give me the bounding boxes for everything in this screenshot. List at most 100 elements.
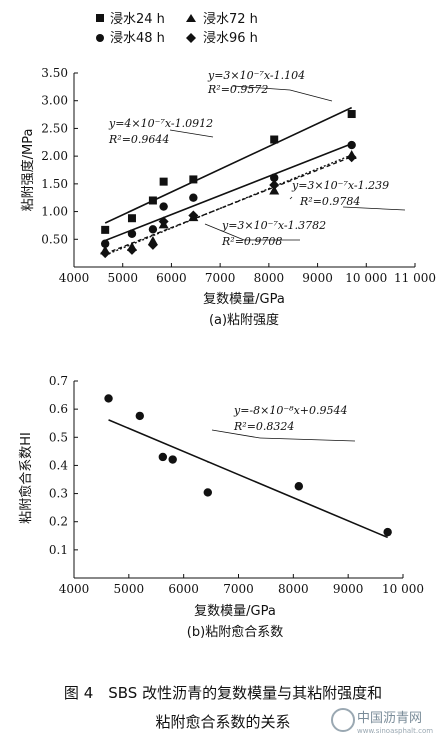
chart-b-y-tick-label: 0.7 xyxy=(49,374,68,388)
chart-b-point xyxy=(104,394,113,403)
chart-a-eq-48h: y=3×10⁻⁷x-1.104 xyxy=(207,69,305,82)
chart-a-point-circle xyxy=(270,173,279,182)
legend-label-96h: 浸水96 h xyxy=(203,31,258,46)
chart-a-y-label: 粘附强度/MPa xyxy=(20,129,36,212)
chart-a-eq-96h: y=3×10⁻⁷x-1.239 xyxy=(291,179,389,192)
chart-a-leader xyxy=(169,129,214,138)
chart-a-x-tick-label: 6000 xyxy=(156,271,187,285)
chart-a-point-diamond xyxy=(269,179,280,190)
chart-a-eq-24h: y=4×10⁻⁷x-1.0912 xyxy=(108,117,213,130)
chart-a-point-diamond xyxy=(126,244,137,255)
chart-a-leader xyxy=(289,196,293,200)
watermark-logo-icon xyxy=(331,708,355,732)
chart-a-x-tick-label: 5000 xyxy=(107,271,138,285)
figure-caption-line2: 粘附愈合系数的关系 xyxy=(155,713,290,731)
chart-a-x-tick-label: 9000 xyxy=(302,271,333,285)
chart-b-leader xyxy=(211,429,261,439)
legend-diamond-marker xyxy=(186,33,196,43)
chart-a-point-square xyxy=(270,135,279,144)
chart-a-fit-line xyxy=(104,156,352,255)
watermark: 中国沥青网 www.sinoasphalt.com xyxy=(331,708,433,735)
chart-a-legend: 浸水24 h 浸水72 h 浸水48 h 浸水96 h xyxy=(96,12,258,46)
chart-a-point-triangle xyxy=(269,185,280,195)
chart-b-leader xyxy=(206,461,213,464)
chart-a-x-tick-label: 7000 xyxy=(205,271,236,285)
chart-b-y-label: 粘附愈合系数HI xyxy=(19,432,34,524)
chart-a-fit-line xyxy=(104,154,352,256)
chart-b-x-label: 复数模量/GPa xyxy=(194,604,276,619)
chart-b-point xyxy=(383,527,392,537)
chart-b-y-tick-label: 0.6 xyxy=(49,402,68,416)
chart-a-y-tick-label: 0.50 xyxy=(41,232,68,246)
chart-a-point-diamond xyxy=(188,210,199,221)
chart-b-y-tick-label: 0.2 xyxy=(49,515,68,529)
chart-b-r2: R²=0.8324 xyxy=(233,420,294,433)
chart-a-point-square xyxy=(148,196,157,205)
chart-b-y-tick-label: 0.3 xyxy=(49,487,68,501)
chart-a-leader xyxy=(204,223,245,241)
chart-b-x-tick-label: 5000 xyxy=(114,582,145,596)
chart-a-r2-48h: R²=0.9572 xyxy=(207,83,268,96)
chart-b-y-tick-label: 0.5 xyxy=(49,430,68,444)
chart-b-fit-line xyxy=(108,419,388,539)
chart-b-y-tick-label: 0.4 xyxy=(49,458,68,472)
legend-circle-marker xyxy=(96,34,104,42)
chart-a-leader xyxy=(342,206,406,211)
chart-a-y-tick-label: 3.00 xyxy=(41,94,68,108)
chart-b-point xyxy=(168,455,177,464)
chart-a-point-circle xyxy=(347,140,356,150)
chart-a-point-circle xyxy=(100,239,110,248)
chart-a-fit-line xyxy=(104,106,353,224)
chart-a-point-diamond xyxy=(346,152,357,163)
chart-b-point xyxy=(203,488,212,497)
chart-a-point-circle xyxy=(159,202,168,211)
chart-a-point-circle xyxy=(127,229,137,238)
chart-a-r2-24h: R²=0.9644 xyxy=(108,133,169,146)
chart-a-x-tick-label: 11 000 xyxy=(394,271,436,285)
chart-a-point-square xyxy=(101,225,110,234)
chart-a-fit-line xyxy=(104,143,352,242)
chart-b-point xyxy=(135,411,144,421)
chart-b-leader xyxy=(259,437,356,442)
chart-a-leader xyxy=(232,85,291,91)
chart-b-point xyxy=(158,452,168,462)
chart-b-eq: y=-8×10⁻⁸x+0.9544 xyxy=(233,404,348,417)
chart-b-x-tick-label: 4000 xyxy=(59,582,90,596)
legend-label-48h: 浸水48 h xyxy=(110,31,165,46)
chart-b-x-tick-label: 9000 xyxy=(333,582,364,596)
chart-a-point-square xyxy=(127,214,136,223)
watermark-text: 中国沥青网 xyxy=(357,711,422,726)
chart-a-point-diamond xyxy=(158,216,169,227)
chart-a-point-square xyxy=(159,177,168,186)
chart-b-x-tick-label: 10 000 xyxy=(382,582,424,596)
chart-a-r2-72h: R²=0.9708 xyxy=(221,235,282,248)
chart-b-x-tick-label: 7000 xyxy=(223,582,254,596)
chart-a-r2-96h: R²=0.9784 xyxy=(299,195,360,208)
chart-a-y-tick-label: 1.50 xyxy=(41,177,68,191)
legend-label-24h: 浸水24 h xyxy=(110,12,165,27)
chart-a-subtitle: (a)粘附强度 xyxy=(209,312,279,328)
figure-caption-line1: 图 4 SBS 改性沥青的复数模量与其粘附强度和 xyxy=(64,684,382,702)
chart-a-point-circle xyxy=(148,225,158,234)
chart-a-point-square xyxy=(347,110,356,119)
chart-a-x-tick-label: 10 000 xyxy=(345,271,387,285)
watermark-url: www.sinoasphalt.com xyxy=(357,727,433,735)
chart-a-x-tick-label: 4000 xyxy=(59,271,90,285)
chart-a-leader xyxy=(289,89,333,102)
chart-a: 4000 5000 6000 7000 8000 9000 10 000 11 000 0.50… xyxy=(20,12,436,328)
chart-b-y-tick-label: 0.1 xyxy=(49,543,68,557)
chart-b-subtitle: (b)粘附愈合系数 xyxy=(187,625,283,640)
legend-triangle-marker xyxy=(186,14,196,22)
chart-a-eq-72h: y=3×10⁻⁷x-1.3782 xyxy=(221,219,326,232)
chart-b: 4000 5000 6000 7000 8000 9000 10 000 0.1 0.2 0.3 0… xyxy=(19,374,424,640)
chart-a-point-diamond xyxy=(147,239,158,250)
chart-b-x-tick-label: 8000 xyxy=(278,582,309,596)
chart-a-point-square xyxy=(189,175,198,184)
chart-b-point xyxy=(294,482,304,491)
legend-label-72h: 浸水72 h xyxy=(203,12,258,27)
chart-a-point-diamond xyxy=(100,248,111,259)
chart-a-point-circle xyxy=(189,193,198,202)
chart-a-x-label: 复数模量/GPa xyxy=(203,292,285,307)
chart-a-y-tick-label: 2.50 xyxy=(41,121,68,135)
